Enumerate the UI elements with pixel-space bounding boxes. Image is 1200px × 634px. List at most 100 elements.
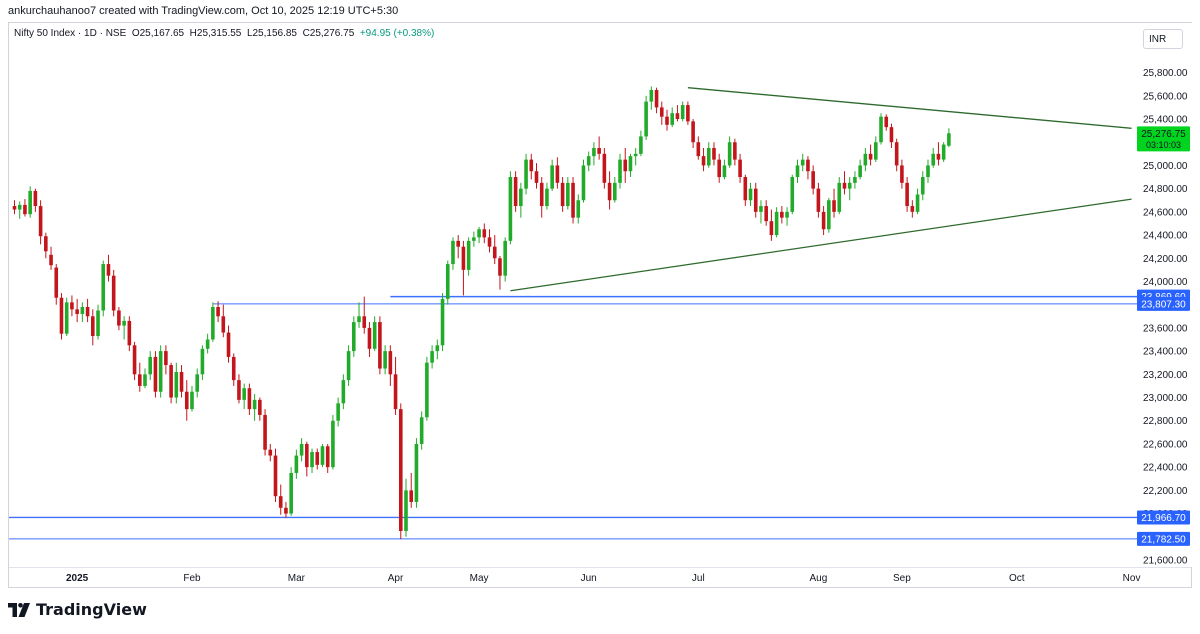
candle	[560, 177, 565, 212]
candle	[310, 448, 314, 473]
candle	[28, 186, 32, 218]
candle-body	[273, 455, 278, 497]
candle	[445, 260, 450, 305]
candle	[383, 345, 387, 375]
candle	[393, 356, 398, 415]
candle-body	[117, 310, 121, 326]
candle	[132, 341, 137, 381]
time-tick-label: Aug	[809, 573, 827, 584]
candle-body	[874, 142, 878, 160]
candle-body	[70, 302, 74, 310]
candle	[566, 177, 570, 210]
candle	[80, 302, 85, 323]
candle	[613, 177, 617, 203]
candle	[894, 138, 899, 172]
candle	[586, 151, 591, 172]
candle	[461, 240, 466, 296]
price-tick-label: 22,800.00	[1143, 416, 1188, 427]
price-badges: 23,869.6023,807.3021,966.7021,782.5025,2…	[1137, 126, 1190, 546]
candle-body	[774, 211, 779, 236]
candle-body	[811, 171, 815, 189]
candle	[654, 87, 659, 114]
candle-body	[179, 371, 184, 392]
candle	[127, 316, 132, 352]
candle-body	[889, 127, 894, 143]
price-tick-label: 25,400.00	[1143, 115, 1188, 126]
candle-body	[800, 159, 805, 166]
candle-body	[252, 399, 257, 410]
candle	[96, 304, 100, 340]
candle	[435, 339, 440, 360]
candle-body	[398, 409, 403, 531]
candle-body	[59, 297, 64, 334]
candle	[456, 235, 460, 259]
candle-body	[947, 133, 951, 146]
candle-body	[247, 388, 252, 410]
candle-body	[169, 365, 173, 398]
candle	[205, 333, 210, 354]
candle	[299, 438, 304, 462]
candle-body	[91, 316, 95, 337]
candle-body	[184, 391, 189, 410]
candle-body	[17, 204, 22, 210]
price-level-badge	[1137, 510, 1190, 525]
candle-body	[226, 332, 231, 357]
candle	[524, 153, 528, 195]
legend-open: O25,167.65	[131, 28, 185, 39]
candle-body	[738, 159, 742, 178]
candle	[555, 157, 560, 189]
candle	[419, 411, 424, 450]
candle	[477, 226, 481, 244]
candle-body	[842, 182, 847, 189]
price-tick-label: 24,200.00	[1143, 254, 1188, 265]
candle-body	[806, 159, 810, 172]
candle	[941, 142, 946, 162]
candle-body	[174, 371, 179, 398]
price-level-badge-label: 21,782.50	[1141, 534, 1186, 545]
time-tick-label: Nov	[1123, 573, 1141, 584]
candle-body	[430, 351, 434, 363]
candle	[874, 136, 878, 162]
candle	[367, 322, 372, 357]
candle	[539, 177, 544, 218]
price-level-badge	[1137, 296, 1190, 311]
candle	[174, 362, 179, 404]
candle-body	[205, 339, 210, 349]
candle-body	[346, 351, 351, 381]
currency-selector[interactable]: INR	[1143, 29, 1183, 49]
candle	[576, 194, 581, 224]
candle	[842, 171, 847, 195]
candle-body	[613, 182, 617, 201]
candle-body	[712, 148, 716, 160]
price-level-badge-label: 21,966.70	[1141, 513, 1186, 524]
price-tick-label: 25,600.00	[1143, 91, 1188, 102]
price-level-badge-label: 23,807.30	[1141, 299, 1186, 310]
candle-body	[832, 200, 836, 212]
candle-body	[106, 264, 111, 276]
candle	[54, 264, 59, 305]
candle	[858, 159, 862, 180]
candle	[357, 302, 361, 328]
candle	[482, 223, 487, 244]
current-price-label: 25,276.75	[1141, 129, 1186, 140]
candle-body	[858, 165, 862, 178]
candle-body	[315, 452, 320, 465]
candle-body	[696, 142, 701, 157]
candle	[200, 345, 205, 381]
candle-body	[618, 159, 622, 183]
candle	[680, 101, 685, 122]
candle-body	[550, 165, 554, 189]
candle-body	[289, 472, 293, 514]
candle-body	[216, 307, 220, 317]
candle-body	[597, 148, 601, 154]
candle-body	[352, 322, 356, 352]
candle	[336, 397, 340, 427]
candle-body	[263, 414, 267, 450]
candle	[315, 448, 320, 470]
candle-body	[383, 351, 387, 369]
candle-body	[795, 165, 800, 178]
candle-body	[915, 194, 920, 212]
candle	[706, 142, 711, 168]
candle-body	[425, 362, 429, 418]
